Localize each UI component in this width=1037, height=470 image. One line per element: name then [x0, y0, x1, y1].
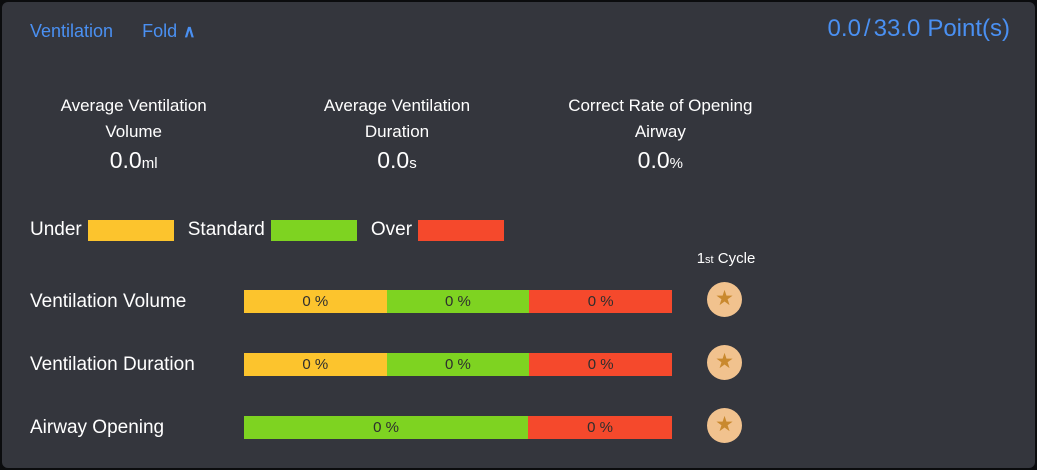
row-ventilation-duration: Ventilation Duration 0 % 0 % 0 % ★ [2, 344, 1035, 381]
stats-summary: Average Ventilation Volume 0.0ml Average… [2, 93, 792, 179]
star-badge: ★ [707, 345, 742, 380]
score-display: 0.0/33.0 Point(s) [828, 15, 1010, 43]
stat-label: Correct Rate of Opening [568, 96, 753, 115]
row-ventilation-volume: Ventilation Volume 0 % 0 % 0 % ★ [2, 281, 1035, 318]
star-icon: ★ [715, 350, 734, 373]
stat-unit: % [669, 155, 683, 172]
legend-item-standard: Standard [188, 219, 371, 241]
bar-segment-over: 0 % [529, 290, 672, 313]
star-badge: ★ [707, 408, 742, 443]
row-label: Ventilation Volume [30, 291, 187, 312]
row-label: Ventilation Duration [30, 354, 195, 375]
legend: Under Standard Over [30, 219, 518, 241]
bar-segment-over: 0 % [528, 416, 672, 439]
stat-label: Airway [634, 122, 686, 141]
score-separator: / [863, 15, 871, 42]
star-badge: ★ [707, 282, 742, 317]
score-total: 33.0 [873, 15, 921, 42]
stat-value: 0.0s [377, 147, 417, 173]
legend-swatch-over [418, 219, 505, 241]
legend-label: Over [370, 219, 413, 240]
star-icon: ★ [715, 287, 734, 310]
stat-label: Volume [105, 122, 163, 141]
legend-label: Standard [187, 219, 265, 240]
row-label: Airway Opening [30, 417, 165, 438]
chevron-up-icon: ∧ [183, 21, 196, 41]
bar-segment-under: 0 % [244, 353, 387, 376]
ventilation-volume-bar: 0 % 0 % 0 % [244, 290, 672, 313]
score-earned: 0.0 [827, 15, 861, 42]
bar-segment-over: 0 % [529, 353, 672, 376]
stat-value: 0.0% [637, 147, 683, 173]
stat-correct-rate-opening-airway: Correct Rate of Opening Airway 0.0% [529, 93, 792, 179]
bar-segment-under: 0 % [244, 290, 387, 313]
stat-average-ventilation-volume: Average Ventilation Volume 0.0ml [2, 93, 265, 179]
bar-segment-standard: 0 % [386, 353, 530, 376]
cycle-column-header: 1st Cycle [696, 250, 756, 267]
stat-unit: ml [141, 155, 158, 172]
airway-opening-bar: 0 % 0 % [244, 416, 672, 439]
stat-value: 0.0ml [109, 147, 158, 173]
panel-header: Ventilation Fold ∧ [30, 21, 196, 42]
stat-label: Average Ventilation [60, 96, 207, 115]
ventilation-duration-bar: 0 % 0 % 0 % [244, 353, 672, 376]
legend-swatch-under [87, 219, 174, 241]
fold-toggle[interactable]: Fold ∧ [142, 21, 195, 42]
stat-label: Duration [364, 122, 430, 141]
stat-label: Average Ventilation [323, 96, 471, 115]
row-airway-opening: Airway Opening 0 % 0 % ★ [2, 407, 1035, 444]
legend-label: Under [30, 219, 82, 240]
star-icon: ★ [715, 413, 734, 436]
score-unit: Point(s) [927, 15, 1010, 42]
fold-label: Fold [142, 21, 178, 41]
panel-title[interactable]: Ventilation [30, 21, 114, 41]
legend-item-under: Under [30, 219, 188, 241]
bar-segment-standard: 0 % [386, 290, 530, 313]
legend-swatch-standard [270, 219, 357, 241]
legend-item-over: Over [371, 219, 518, 241]
stat-average-ventilation-duration: Average Ventilation Duration 0.0s [265, 93, 528, 179]
bar-segment-standard: 0 % [244, 416, 529, 439]
stat-unit: s [409, 155, 417, 172]
